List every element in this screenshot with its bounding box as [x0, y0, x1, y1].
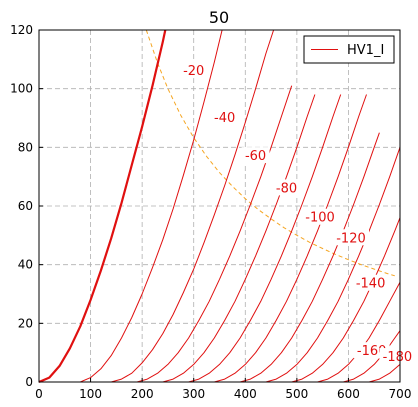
- dissipation-curve: [145, 29, 395, 277]
- curve-label: -40: [214, 111, 235, 126]
- series-line: [291, 217, 401, 383]
- y-tick-label: 0: [25, 375, 33, 389]
- series-line: [214, 94, 367, 383]
- y-tick-label: 80: [18, 140, 33, 154]
- chart-title: 50: [209, 8, 229, 27]
- axis-ticks: 0 100 200 300 400 500 600 700 0 20 40 60 80 100 120: [10, 23, 411, 401]
- series-line: [265, 147, 401, 383]
- curve-label-bg: [210, 109, 239, 125]
- x-tick-label: 300: [182, 387, 205, 401]
- x-tick-label: 500: [285, 387, 308, 401]
- curve-label: -20: [183, 64, 204, 79]
- grid: [39, 30, 400, 382]
- x-tick-label: 600: [337, 387, 360, 401]
- legend: HV1_I: [303, 35, 395, 64]
- x-tick-label: 700: [389, 387, 412, 401]
- curve-label-bg: [272, 179, 301, 196]
- series-line: [239, 132, 380, 383]
- curve-label-bg: [302, 208, 339, 225]
- series-line-hv1-i: [38, 29, 167, 384]
- curve-label: -80: [276, 181, 297, 196]
- curve-label-bg: [352, 274, 389, 291]
- x-tick-label: 100: [79, 387, 102, 401]
- curve-label: -100: [305, 211, 335, 226]
- curve-label: -160: [357, 344, 387, 359]
- x-tick-label: 0: [35, 387, 43, 401]
- series-line: [188, 94, 342, 383]
- series-line: [80, 29, 223, 383]
- y-tick-label: 100: [10, 82, 33, 96]
- series-line: [368, 364, 401, 383]
- x-tick-label: 200: [131, 387, 154, 401]
- x-tick-label: 400: [234, 387, 257, 401]
- curve-label-bg: [333, 229, 370, 246]
- curve-label: -180: [383, 350, 413, 365]
- curve-labels: -20 -40 -60 -80 -100-120 -140 -160-180: [179, 62, 416, 365]
- dissipation-line: [145, 29, 395, 277]
- y-tick-label: 40: [18, 258, 33, 272]
- series-line: [111, 29, 275, 383]
- legend-label: HV1_I: [347, 43, 384, 58]
- y-tick-label: 120: [10, 23, 33, 37]
- curve-label: -60: [245, 149, 266, 164]
- series-line: [162, 94, 316, 383]
- curve-label-bg: [379, 348, 416, 365]
- curve-label: -140: [356, 277, 386, 292]
- curve-label: -120: [336, 231, 366, 246]
- curve-label-bg: [179, 62, 208, 79]
- y-tick-label: 20: [18, 316, 33, 330]
- y-tick-label: 60: [18, 199, 33, 213]
- series-line: [343, 330, 401, 383]
- curve-label-bg: [241, 147, 270, 164]
